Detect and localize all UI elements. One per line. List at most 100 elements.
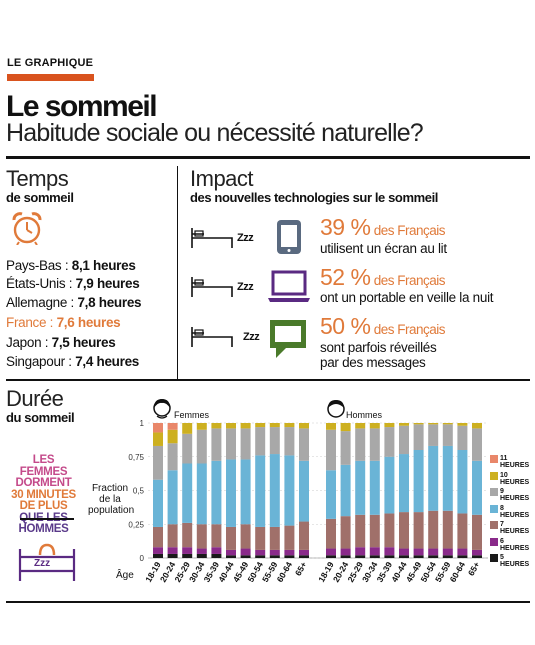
y-tick-label: 0,75 [128, 453, 144, 462]
country-name: Allemagne : [6, 295, 78, 310]
legend-label: 5 HEURES [500, 554, 530, 568]
bar-segment [457, 513, 468, 549]
bar-segment [255, 427, 266, 456]
bar-segment [299, 521, 309, 550]
legend-label: 10 HEURES [500, 471, 530, 486]
y-tick-label: 0,25 [128, 520, 144, 529]
bar-segment [355, 460, 366, 515]
bar-segment [340, 423, 351, 432]
bar-segment [369, 460, 380, 515]
section-divider [6, 379, 530, 381]
bar-segment [153, 526, 163, 548]
bar-segment [255, 549, 266, 556]
bar-segment [369, 428, 380, 461]
bar-segment [240, 524, 251, 549]
bar-segment [399, 555, 409, 558]
bar-segment [211, 547, 222, 554]
bar-segment [340, 431, 351, 465]
country-name: Japon : [6, 335, 52, 350]
temps-title: Temps [6, 166, 69, 191]
impact-subtitle: des nouvelles technologies sur le sommei… [190, 190, 439, 205]
bar-segment [369, 555, 380, 558]
bar-segment [442, 424, 453, 446]
sleeping-bed-icon [18, 543, 76, 581]
bar-segment [284, 427, 295, 456]
bar-segment [284, 423, 295, 428]
woman-icon [153, 399, 171, 419]
bar-segment [442, 555, 453, 558]
bar-segment [153, 445, 163, 480]
legend-swatch [490, 488, 498, 496]
alarm-clock-icon [12, 212, 42, 245]
bar-segment [413, 555, 424, 558]
page-subtitle: Habitude sociale ou nécessité naturelle? [6, 119, 424, 147]
legend-swatch [490, 554, 498, 562]
duree-subtitle: du sommeil [6, 410, 75, 425]
impact-pct: 39 % des Français [320, 214, 445, 240]
bar-segment [340, 516, 351, 549]
message-underline [20, 518, 74, 520]
x-tick-label: 65+ [466, 560, 482, 578]
bar-segment [413, 450, 424, 513]
country-item: États-Unis : 7,9 heures [6, 276, 140, 292]
bar-segment [326, 555, 336, 558]
bar-segment [211, 460, 222, 525]
bar-segment [167, 429, 178, 444]
country-item: Japon : 7,5 heures [6, 335, 116, 351]
impact-pct: 50 % des Français [320, 313, 445, 339]
bar-segment [442, 510, 453, 549]
x-tick-label: 60-64 [275, 560, 295, 584]
legend-swatch [490, 455, 498, 463]
country-item: Singapour : 7,4 heures [6, 354, 139, 370]
country-item: Allemagne : 7,8 heures [6, 295, 142, 311]
bar-segment [384, 555, 395, 558]
bar-segment [428, 423, 439, 425]
bar-segment [384, 547, 395, 556]
zzz-label: Zzz [243, 331, 260, 343]
country-item: France : 7,6 heures [6, 315, 121, 331]
bar-segment [369, 514, 380, 548]
impact-desc: utilisent un écran au lit [320, 241, 447, 256]
country-hours: 7,5 heures [51, 335, 116, 350]
bar-segment [255, 423, 266, 428]
impact-desc: ont un portable en veille la nuit [320, 290, 494, 305]
bar-segment [457, 450, 468, 514]
bar-segment [182, 522, 193, 548]
bar-segment [226, 428, 236, 460]
bar-segment [299, 555, 309, 558]
bar-segment [384, 513, 395, 548]
man-icon [327, 400, 345, 418]
bar-segment [167, 524, 178, 548]
bar-segment [269, 526, 280, 550]
legend-label: 8 HEURES [500, 504, 530, 519]
bar-segment [226, 459, 236, 527]
bar-segment [428, 445, 439, 511]
group-label-femmes: Femmes [174, 410, 210, 420]
laptop-icon [268, 270, 310, 302]
bar-segment [284, 549, 295, 556]
bar-segment [284, 455, 295, 526]
country-hours: 7,4 heures [75, 354, 139, 369]
y-tick-label: 1 [140, 419, 145, 428]
bar-segment [226, 555, 236, 558]
bar-segment [255, 555, 266, 558]
impact-pct: 52 % des Français [320, 264, 445, 290]
bar-segment [472, 514, 482, 550]
bar-segment [196, 553, 207, 558]
bar-segment [355, 555, 366, 558]
bar-segment [240, 428, 251, 460]
bar-segment [355, 428, 366, 461]
footer-divider [6, 601, 530, 603]
bed-icon [191, 327, 233, 347]
bar-segment [211, 524, 222, 548]
country-item: Pays-Bas : 8,1 heures [6, 258, 136, 274]
bar-segment [182, 463, 193, 523]
bar-segment [240, 555, 251, 558]
tablet-icon [277, 220, 301, 254]
bar-segment [355, 514, 366, 548]
bar-segment [355, 423, 366, 429]
bar-segment [442, 423, 453, 425]
bar-segment [428, 548, 439, 556]
duree-title: Durée [6, 386, 64, 411]
